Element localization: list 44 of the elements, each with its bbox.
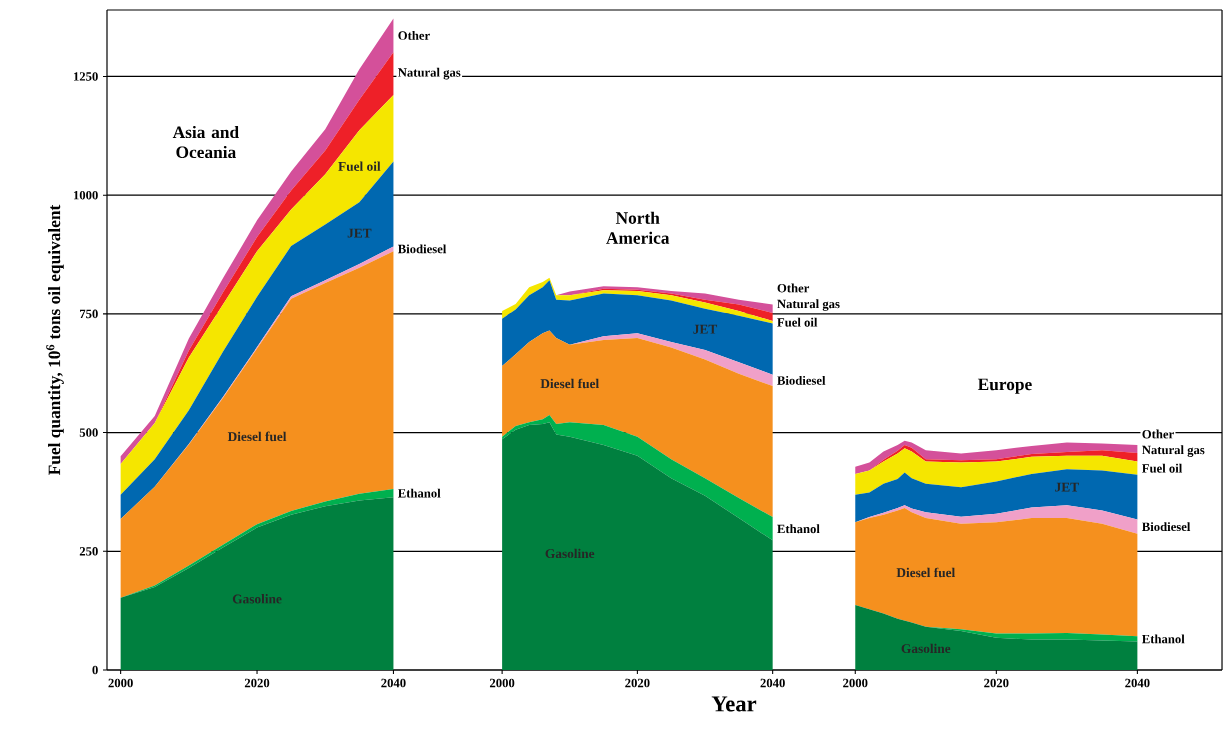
- x-tick-label: 2000: [843, 678, 868, 688]
- x-axis-title: Year: [711, 696, 757, 712]
- series-label: JET: [347, 228, 372, 238]
- series-label: Other: [1142, 429, 1174, 439]
- series-label: Natural gas: [777, 299, 840, 311]
- series-label: Gasoline: [545, 548, 595, 559]
- x-tick-label: 2000: [108, 678, 133, 688]
- series-label: Natural gas: [398, 67, 461, 80]
- series-label: Gasoline: [901, 643, 951, 654]
- series-label: Diesel fuel: [227, 431, 287, 442]
- series-label: Natural gas: [1142, 445, 1205, 457]
- series-label: Biodiesel: [777, 375, 826, 385]
- x-tick-label: 2040: [381, 678, 406, 688]
- series-label: Diesel fuel: [896, 567, 956, 578]
- series-label: Fuel oil: [1142, 463, 1183, 473]
- y-tick-label: 500: [79, 428, 98, 437]
- series-label: JET: [1055, 482, 1079, 492]
- series-label: Ethanol: [777, 524, 820, 534]
- y-tick-label: 1250: [73, 72, 98, 81]
- series-label: Biodiesel: [1142, 522, 1191, 532]
- text: North America: [606, 211, 670, 244]
- series-label: Fuel oil: [777, 317, 818, 327]
- y-tick-label: 1000: [73, 190, 98, 200]
- x-tick-label: 2040: [1125, 678, 1150, 688]
- x-tick-label: 2020: [625, 678, 650, 688]
- y-tick-label: 0: [92, 665, 98, 675]
- x-tick-label: 2040: [760, 678, 785, 688]
- series-label: Other: [777, 283, 810, 293]
- series-label: Diesel fuel: [540, 378, 599, 389]
- x-tick-label: 2020: [984, 678, 1009, 688]
- text: Asia and Oceania: [172, 125, 239, 159]
- series-label: Ethanol: [397, 488, 441, 498]
- series-label: Ethanol: [1142, 634, 1185, 644]
- series-label: Gasoline: [232, 594, 282, 604]
- y-axis-title: Fuel quantity, 10$^{6}$ tons oil equivalent: [46, 204, 64, 476]
- series-label: JET: [693, 324, 718, 334]
- series-label: Other: [398, 30, 430, 40]
- text: Europe: [977, 378, 1032, 394]
- x-tick-label: 2000: [489, 678, 515, 688]
- series-label: Biodiesel: [397, 244, 447, 254]
- series-label: Fuel oil: [338, 161, 381, 171]
- y-tick-label: 750: [80, 309, 98, 319]
- y-tick-label: 250: [79, 547, 98, 556]
- x-tick-label: 2020: [244, 678, 270, 688]
